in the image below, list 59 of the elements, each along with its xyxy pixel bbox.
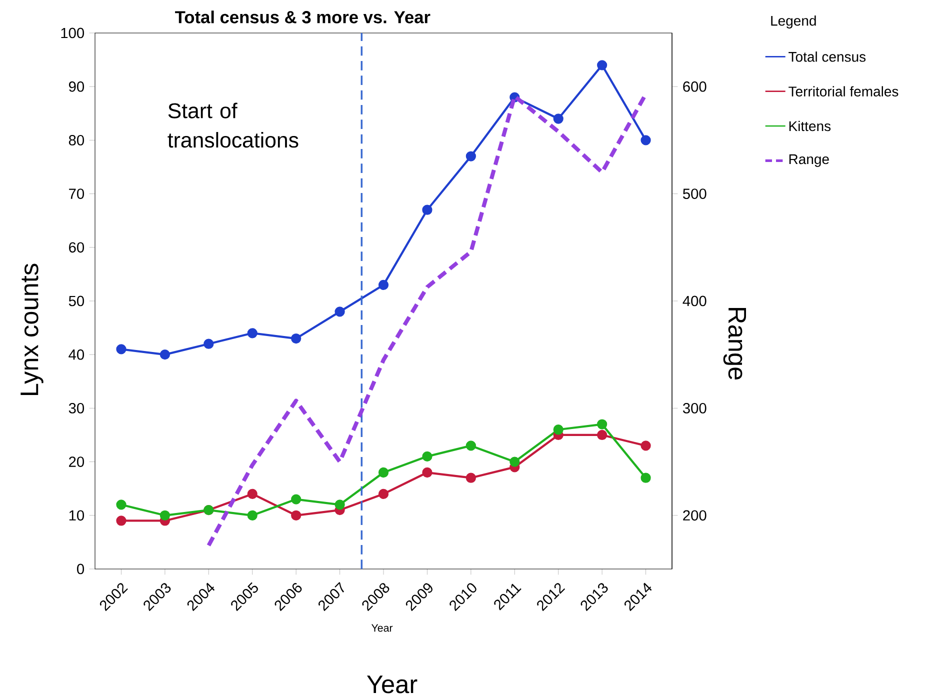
point <box>204 338 214 349</box>
y2-axis-title: Range <box>723 308 746 380</box>
point <box>640 472 651 483</box>
y2-tick-label: 500 <box>682 188 706 199</box>
legend-label: Total census <box>788 52 866 62</box>
point <box>160 350 170 360</box>
point <box>116 344 126 354</box>
legend-label: Kittens <box>789 120 831 132</box>
point <box>160 510 170 520</box>
point <box>116 500 126 510</box>
point <box>422 204 432 215</box>
point <box>596 60 608 70</box>
point <box>291 333 302 344</box>
y2-tick-label: 300 <box>682 403 706 414</box>
y2-tick-label: 200 <box>683 510 706 521</box>
point <box>247 510 258 520</box>
point <box>247 328 258 338</box>
point <box>596 430 608 440</box>
y-tick-label: 20 <box>69 456 84 467</box>
legend-label: Territorial females <box>788 86 898 96</box>
y2-tick-label: 400 <box>682 296 706 306</box>
chart-title: Total census & 3 more vs. Year <box>175 10 430 24</box>
point <box>422 451 432 462</box>
x-axis-title: Year <box>366 676 418 694</box>
point <box>640 440 651 451</box>
y-tick-label: 10 <box>69 510 84 521</box>
point <box>640 135 651 146</box>
point <box>466 440 476 451</box>
point <box>378 488 389 500</box>
legend-title: Legend <box>771 15 816 29</box>
legend-label: Range <box>789 154 829 167</box>
y-tick-label: 100 <box>61 28 84 38</box>
point <box>291 510 302 520</box>
y-axis-title: Lynx counts <box>20 264 44 396</box>
point <box>466 472 476 483</box>
point <box>596 419 608 430</box>
y-tick-label: 0 <box>77 564 84 574</box>
point <box>510 456 520 467</box>
point <box>422 467 432 478</box>
text: Year <box>371 624 393 632</box>
y2-tick-label: 600 <box>683 81 706 92</box>
point <box>378 467 389 478</box>
point <box>334 500 345 510</box>
y-tick-label: 40 <box>68 349 84 360</box>
point <box>334 306 345 317</box>
point <box>378 280 389 290</box>
point <box>247 488 258 500</box>
y-tick-label: 50 <box>68 296 84 306</box>
point <box>466 151 476 162</box>
point <box>291 494 302 504</box>
y-tick-label: 60 <box>69 242 84 253</box>
point <box>116 516 126 526</box>
y-tick-label: 30 <box>68 403 84 414</box>
y-tick-label: 90 <box>68 81 84 92</box>
y-tick-label: 70 <box>69 188 84 199</box>
point <box>553 114 564 124</box>
point <box>553 424 564 435</box>
y-tick-label: 80 <box>68 135 84 146</box>
annotation: Start of translocations <box>168 102 298 148</box>
